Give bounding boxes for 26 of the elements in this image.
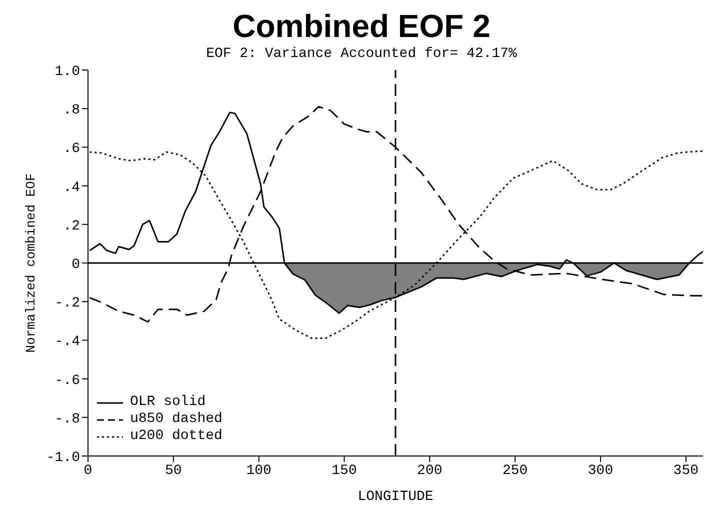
chart-subtitle: EOF 2: Variance Accounted for= 42.17% [205, 46, 518, 62]
x-tick-label: 350 [673, 462, 699, 479]
y-tick-label: 0 [72, 256, 80, 273]
y-tick-label: -.2 [54, 296, 80, 312]
x-tick-label: 50 [165, 462, 182, 479]
y-tick-label: .4 [63, 180, 80, 196]
y-tick-label: -1.0 [46, 450, 80, 466]
y-tick-label: .6 [63, 141, 80, 158]
chart-title: Combined EOF 2 [232, 8, 492, 44]
legend-label: u200 dotted [130, 428, 222, 445]
legend-label: OLR solid [130, 394, 206, 411]
legend-label: u850 dashed [130, 411, 222, 428]
x-tick-label: 200 [417, 462, 442, 479]
y-tick-label: -.6 [54, 372, 80, 389]
y-tick-label: -.4 [54, 334, 80, 350]
y-axis-title: Normalized combined EOF [24, 173, 39, 353]
x-tick-label: 100 [246, 462, 272, 479]
y-tick-label: 1.0 [54, 64, 80, 80]
y-tick-label: -.8 [54, 411, 80, 428]
x-tick-label: 250 [502, 462, 528, 479]
y-tick-label: .2 [63, 218, 80, 234]
y-tick-label: .8 [63, 102, 80, 119]
x-tick-label: 150 [332, 462, 357, 479]
x-axis-title: LONGITUDE [358, 489, 434, 505]
x-tick-label: 300 [588, 462, 614, 479]
x-tick-label: 0 [84, 462, 92, 479]
